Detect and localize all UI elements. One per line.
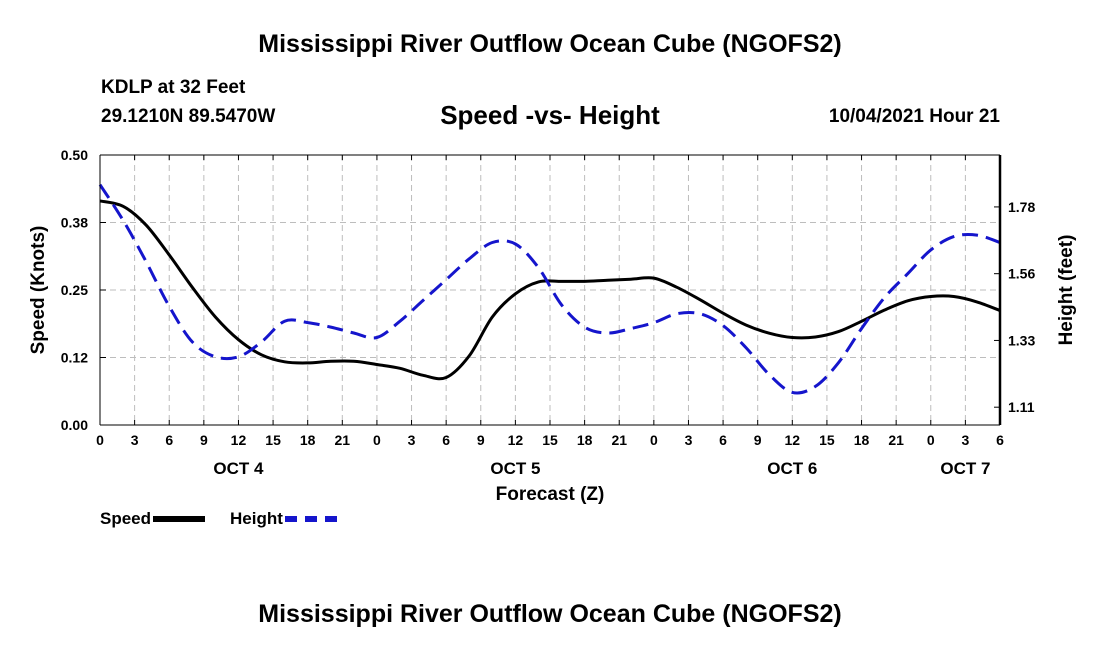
x-tick-label: 0 (96, 432, 104, 448)
x-tick-label: 15 (265, 432, 281, 448)
y-left-tick-label: 0.50 (61, 147, 88, 163)
y-left-axis-title: Speed (Knots) (28, 226, 49, 355)
y-right-tick-label: 1.56 (1008, 266, 1035, 282)
legend-speed-label: Speed (100, 509, 152, 528)
day-label: OCT 5 (490, 459, 540, 478)
axes (99, 154, 1002, 426)
x-tick-label: 21 (611, 432, 627, 448)
day-label: OCT 4 (213, 459, 264, 478)
x-tick-label: 3 (685, 432, 693, 448)
x-tick-label: 18 (577, 432, 593, 448)
legend-speed: Speed (100, 509, 206, 529)
x-tick-label: 3 (408, 432, 416, 448)
axis-labels: 0 3 6 9 12 15 18 21 0 3 6 9 12 15 18 21 0 3 6 9 12 15 18 21 0 3 6 0… (28, 147, 1077, 505)
footer-title: Mississippi River Outflow Ocean Cube (NG… (258, 600, 842, 628)
y-left-tick-label: 0.00 (61, 417, 88, 433)
x-tick-label: 12 (508, 432, 524, 448)
y-right-tick-label: 1.33 (1008, 332, 1035, 348)
x-tick-label: 0 (650, 432, 658, 448)
x-tick-label: 6 (719, 432, 727, 448)
station-coordinates: 29.1210N 89.5470W (101, 106, 276, 127)
series-height-line (98, 183, 1001, 395)
series-speed-line (99, 199, 1001, 381)
x-tick-label: 18 (300, 432, 316, 448)
legend-speed-swatch (153, 516, 206, 522)
x-tick-label: 6 (996, 432, 1004, 448)
y-left-tick-label: 0.12 (61, 350, 88, 366)
x-tick-label: 9 (477, 432, 485, 448)
x-axis-title: Forecast (Z) (496, 484, 605, 505)
chart-subtitle: Speed -vs- Height (440, 100, 660, 130)
x-tick-label: 12 (785, 432, 801, 448)
day-label: OCT 6 (767, 459, 817, 478)
series-layer (98, 183, 1001, 395)
x-tick-label: 12 (231, 432, 247, 448)
legend-height: Height (230, 509, 337, 529)
y-right-tick-label: 1.78 (1008, 199, 1035, 215)
x-tick-label: 3 (131, 432, 139, 448)
day-label: OCT 7 (940, 459, 990, 478)
grid (100, 155, 1000, 425)
station-label: KDLP at 32 Feet (101, 77, 246, 98)
forecast-datetime: 10/04/2021 Hour 21 (828, 106, 1000, 127)
x-tick-label: 9 (754, 432, 762, 448)
y-left-tick-label: 0.25 (61, 282, 88, 298)
x-tick-label: 9 (200, 432, 208, 448)
x-tick-label: 6 (165, 432, 173, 448)
legend-height-swatch (284, 516, 337, 522)
x-tick-label: 0 (373, 432, 381, 448)
x-tick-label: 18 (854, 432, 870, 448)
x-tick-label: 3 (961, 432, 969, 448)
x-tick-label: 15 (819, 432, 835, 448)
x-tick-label: 0 (927, 432, 935, 448)
x-tick-label: 6 (442, 432, 450, 448)
legend-height-label: Height (230, 509, 283, 528)
y-left-tick-label: 0.38 (61, 215, 88, 231)
x-tick-label: 15 (542, 432, 558, 448)
main-title: Mississippi River Outflow Ocean Cube (NG… (258, 30, 842, 58)
y-right-axis-title: Height (feet) (1056, 235, 1077, 346)
x-tick-label: 21 (335, 432, 351, 448)
x-tick-label: 21 (888, 432, 904, 448)
y-right-tick-label: 1.11 (1008, 399, 1035, 415)
